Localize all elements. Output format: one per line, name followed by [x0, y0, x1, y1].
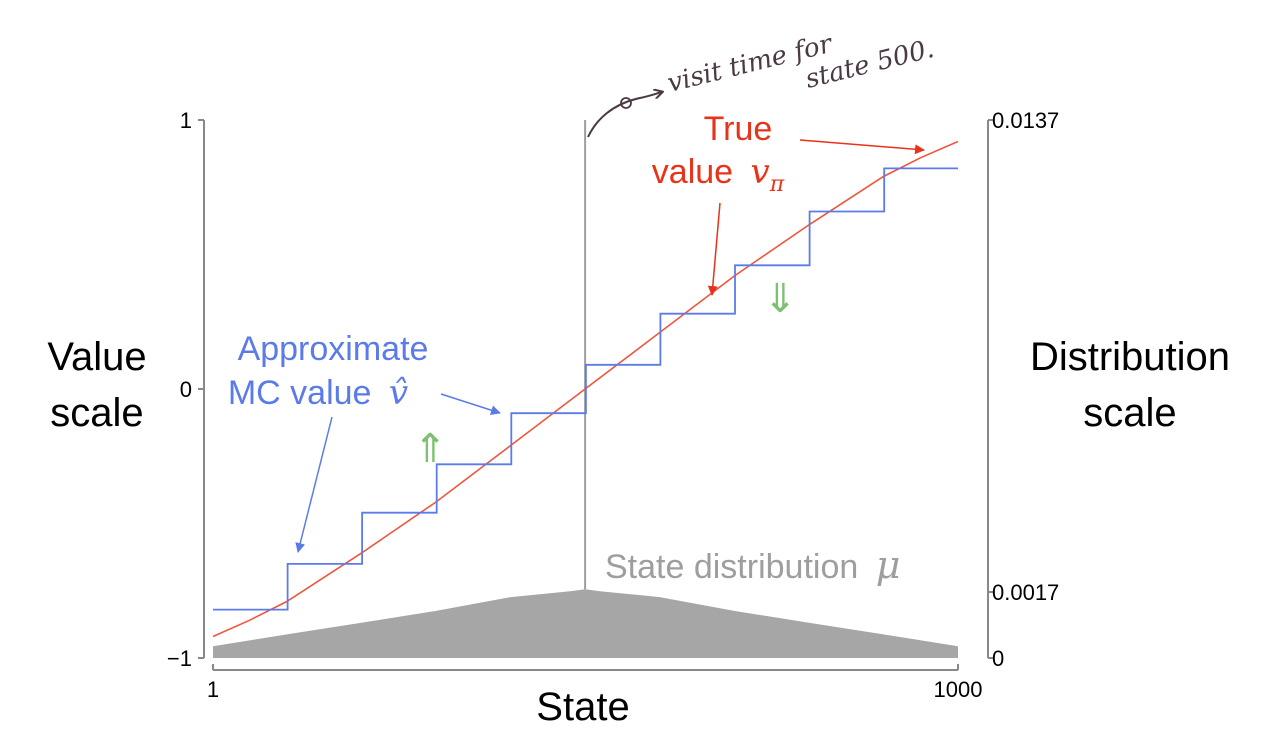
approx-label-line1: Approximate — [238, 330, 429, 368]
y2-tick-label: 0 — [992, 646, 1004, 671]
distribution-label: State distribution μ — [605, 543, 900, 587]
y-axis-title: Value scale — [47, 335, 146, 435]
green-down-arrow: ⇓ — [763, 277, 797, 321]
bottom-axis — [212, 664, 959, 671]
y2-tick-label: 0.0137 — [992, 108, 1059, 133]
true-arrow-right — [799, 139, 925, 155]
left-axis — [198, 119, 205, 659]
approx-label-line2: MC value v̂ — [228, 373, 408, 413]
true-label-line1: True — [704, 110, 773, 148]
approx-arrow-right — [440, 393, 501, 416]
y-tick-label: −1 — [167, 646, 192, 671]
state-distribution-area — [213, 589, 958, 658]
approx-arrow-down — [295, 416, 333, 553]
hand-note-loop — [620, 97, 632, 109]
true-label-line2: value vπ — [652, 152, 785, 197]
y-tick-label: 0 — [180, 377, 192, 402]
green-up-arrow: ⇑ — [413, 427, 447, 471]
x-tick-label: 1 — [207, 677, 219, 702]
hand-note-arrow — [587, 92, 662, 138]
true-arrow-down — [707, 202, 721, 296]
y2-axis-title: Distribution scale — [1030, 335, 1230, 435]
y2-tick-label: 0.0017 — [992, 580, 1059, 605]
x-tick-label: 1000 — [934, 677, 983, 702]
x-axis-title: State — [536, 685, 629, 729]
right-axis — [987, 119, 994, 659]
y-tick-label: 1 — [180, 108, 192, 133]
approximate-value-step-line — [213, 167, 958, 611]
